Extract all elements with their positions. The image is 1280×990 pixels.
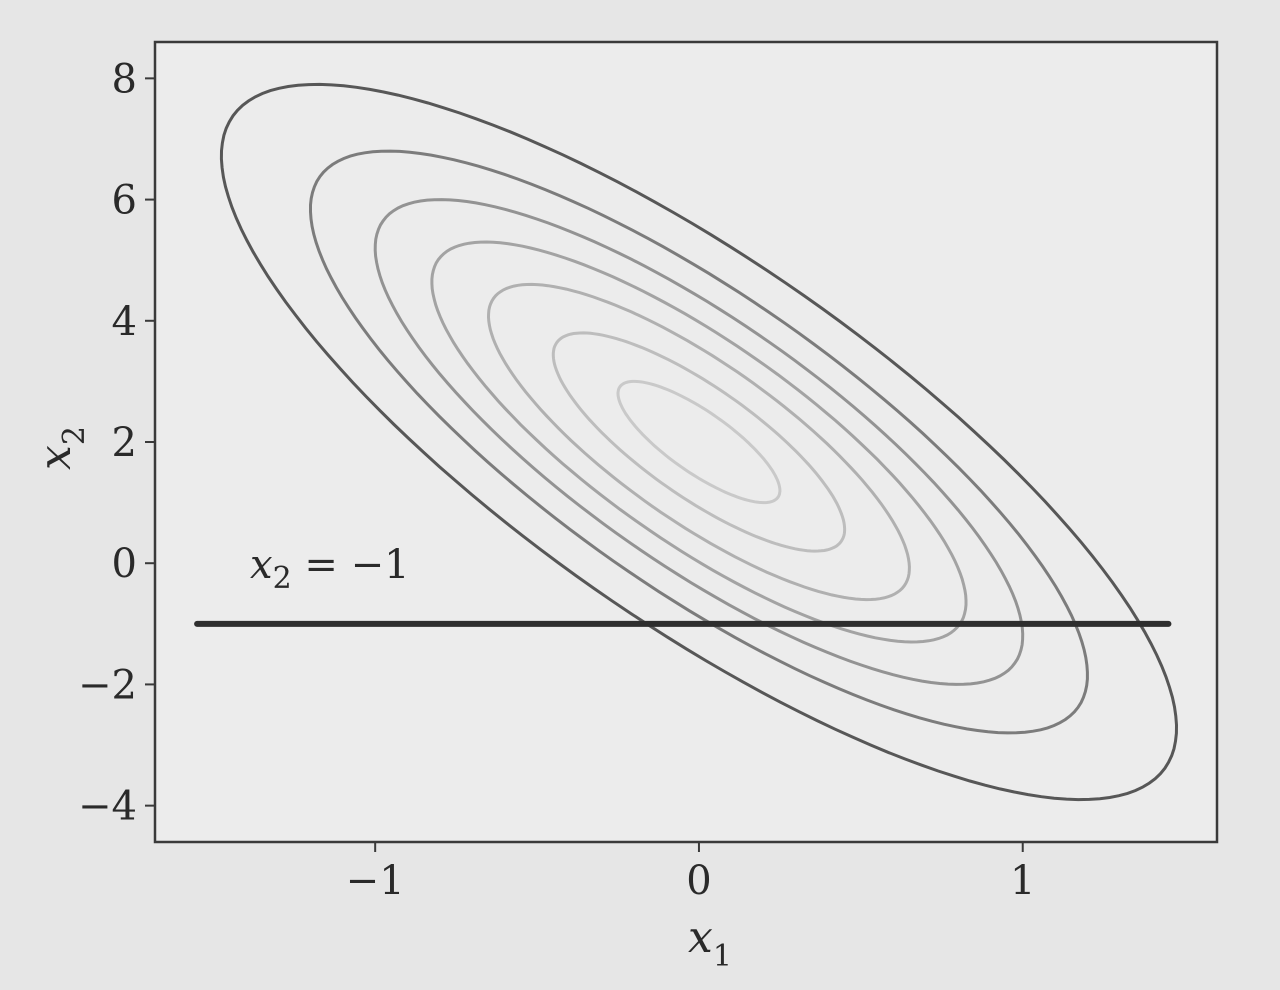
y-tick-label: 0	[112, 541, 137, 587]
x-axis-label: x1	[688, 912, 732, 974]
x-tick-label: 0	[686, 858, 711, 904]
contour-level-6	[309, 149, 1089, 735]
y-axis-label: x2	[30, 426, 92, 470]
contour-level-3	[486, 282, 911, 602]
y-tick-label: −2	[78, 662, 137, 708]
y-tick-label: 2	[112, 420, 137, 466]
x-tick-label: 1	[1010, 858, 1035, 904]
x-axis-ticks: −1 0 1	[346, 842, 1035, 904]
y-tick-label: 4	[112, 299, 137, 345]
y-tick-label: 8	[112, 56, 137, 102]
y-axis-ticks: 8 6 4 2 0 −2 −4	[78, 56, 155, 830]
contour-level-2	[551, 331, 847, 553]
contour-level-7	[219, 82, 1179, 802]
plot-area	[153, 40, 1219, 844]
y-tick-label: 6	[112, 178, 137, 224]
line-annotation: x2 = −1	[250, 542, 410, 596]
contour-level-4	[430, 240, 968, 644]
contour-level-5	[373, 198, 1025, 686]
contour-group	[219, 82, 1179, 802]
x-tick-label: −1	[346, 858, 405, 904]
contour-level-1	[616, 379, 782, 505]
y-tick-label: −4	[78, 784, 137, 830]
